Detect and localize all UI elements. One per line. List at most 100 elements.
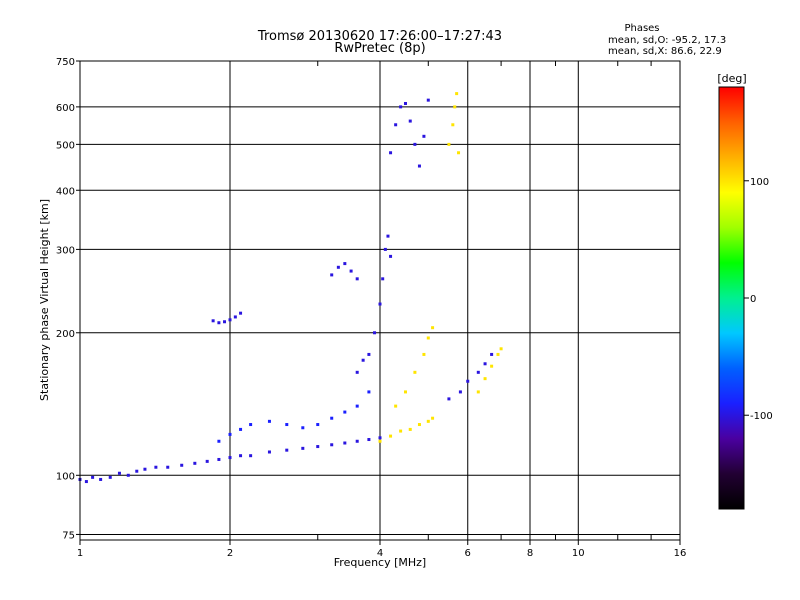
x-tick-label: 8: [527, 548, 533, 559]
data-point: [451, 123, 455, 127]
x-tick-label: 16: [674, 548, 687, 559]
data-point: [228, 432, 232, 436]
data-point: [386, 234, 390, 238]
data-point: [343, 262, 347, 266]
data-point: [394, 404, 398, 408]
data-point: [239, 427, 243, 431]
data-point: [217, 457, 221, 461]
data-point: [455, 92, 459, 96]
colorbar-label: [deg]: [717, 72, 746, 85]
data-point: [457, 151, 461, 155]
data-point: [408, 119, 412, 123]
data-point: [483, 377, 487, 381]
data-point: [417, 423, 421, 427]
data-point: [336, 265, 340, 269]
y-tick-label: 750: [56, 57, 75, 68]
y-tick-label: 500: [56, 140, 75, 151]
data-point: [301, 446, 305, 450]
data-point: [355, 404, 359, 408]
data-point: [426, 98, 430, 102]
colorbar: [718, 86, 745, 510]
data-point: [378, 439, 382, 443]
data-point: [301, 426, 305, 430]
data-point: [383, 247, 387, 251]
data-point: [343, 410, 347, 414]
data-point: [422, 134, 426, 138]
x-tick-label: 1: [77, 548, 83, 559]
data-point: [408, 427, 412, 431]
data-point: [349, 269, 353, 273]
data-point: [217, 439, 221, 443]
y-tick-label: 200: [56, 329, 75, 340]
data-point: [154, 465, 158, 469]
chart-title: Tromsø 20130620 17:26:00–17:27:43: [257, 29, 502, 44]
data-point: [228, 456, 232, 460]
data-point: [343, 441, 347, 445]
data-point: [378, 436, 382, 440]
colorbar-ticks: 100 0 -100: [744, 177, 773, 422]
data-point: [267, 419, 271, 423]
data-point: [211, 319, 215, 323]
data-point: [316, 445, 320, 449]
data-point: [135, 469, 139, 473]
phase-info-o-mode: mean, sd,O: -95.2, 17.3: [608, 35, 726, 46]
data-point: [223, 320, 227, 324]
colorbar-tick-label: 100: [750, 177, 769, 188]
data-point: [422, 352, 426, 356]
x-tick-label: 10: [572, 548, 585, 559]
data-point: [233, 315, 237, 319]
data-point: [84, 480, 88, 484]
phase-info-heading: Phases: [624, 23, 659, 34]
data-point: [126, 473, 130, 477]
data-point: [205, 459, 209, 463]
data-point: [413, 370, 417, 374]
chart-subtitle: RwPretec (8p): [334, 41, 425, 56]
data-point: [367, 438, 371, 442]
data-point: [466, 379, 470, 383]
x-tick-label: 4: [377, 548, 383, 559]
data-point: [389, 151, 393, 155]
data-point: [389, 434, 393, 438]
data-point: [367, 352, 371, 356]
x-axis-label: Frequency [MHz]: [334, 556, 426, 569]
data-point: [355, 439, 359, 443]
data-point: [399, 105, 403, 109]
data-point: [458, 390, 462, 394]
data-points: [78, 92, 503, 484]
data-point: [330, 416, 334, 420]
data-point: [143, 467, 147, 471]
y-tick-label: 600: [56, 103, 75, 114]
x-axis-ticks: 1 2 4 6 8 10 16: [77, 61, 687, 559]
data-point: [426, 336, 430, 340]
data-point: [476, 390, 480, 394]
data-point: [403, 101, 407, 105]
data-point: [394, 123, 398, 127]
data-point: [476, 370, 480, 374]
data-point: [239, 454, 243, 458]
data-point: [228, 318, 232, 322]
data-point: [330, 273, 334, 277]
data-point: [316, 423, 320, 427]
data-point: [367, 390, 371, 394]
data-point: [180, 463, 184, 467]
data-point: [217, 321, 221, 325]
data-point: [285, 448, 289, 452]
data-point: [355, 277, 359, 281]
phase-info-x-mode: mean, sd,X: 86.6, 22.9: [608, 46, 722, 57]
data-point: [447, 142, 451, 146]
data-point: [496, 352, 500, 356]
data-point: [490, 352, 494, 356]
data-point: [417, 164, 421, 168]
data-point: [431, 326, 435, 330]
data-point: [239, 311, 243, 315]
data-point: [355, 370, 359, 374]
data-point: [413, 142, 417, 146]
colorbar-tick-label: -100: [750, 411, 773, 422]
data-point: [193, 461, 197, 465]
colorbar-tick-label: 0: [750, 294, 756, 305]
data-point: [373, 331, 377, 335]
data-point: [399, 429, 403, 433]
data-point: [166, 465, 170, 469]
y-tick-label: 400: [56, 186, 75, 197]
